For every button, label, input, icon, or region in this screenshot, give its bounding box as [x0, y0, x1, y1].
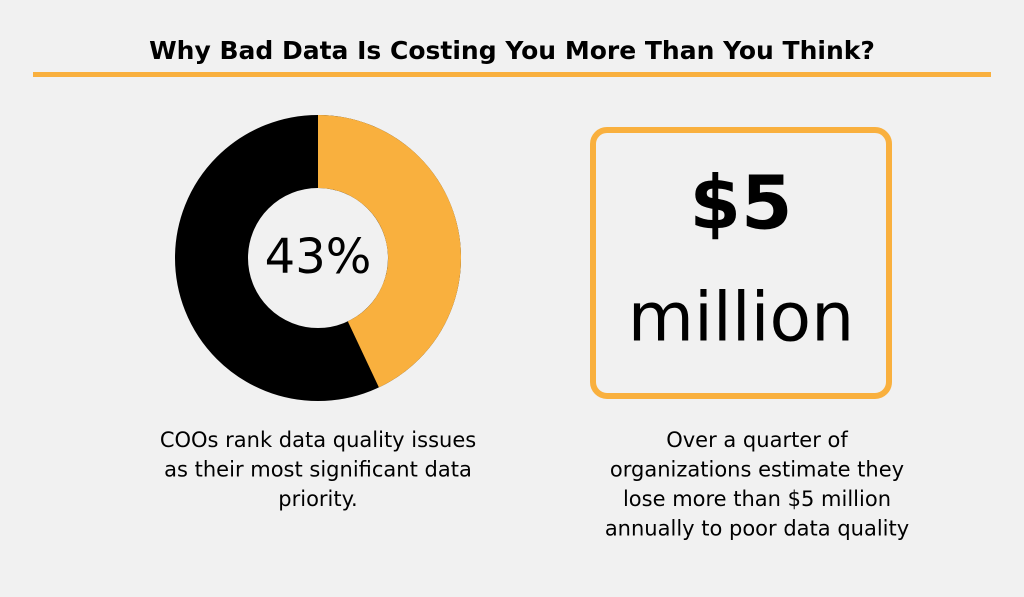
donut-segment: [316, 115, 461, 388]
title: Why Bad Data Is Costing You More Than Yo…: [149, 36, 875, 65]
caption-line: priority.: [278, 487, 357, 511]
caption-line: lose more than $5 million: [623, 487, 891, 511]
caption-line: organizations estimate they: [610, 458, 904, 482]
stat-unit: million: [628, 279, 855, 358]
stat-box: [590, 127, 892, 399]
donut-label: 43%: [265, 229, 372, 285]
caption-line: Over a quarter of: [666, 428, 848, 452]
divider: [33, 72, 991, 77]
donut-chart: [175, 115, 461, 401]
caption-line: COOs rank data quality issues: [160, 428, 476, 452]
caption-line: as their most significant data: [164, 458, 472, 482]
caption-line: annually to poor data quality: [605, 517, 909, 541]
stat-value: $5: [690, 161, 793, 247]
